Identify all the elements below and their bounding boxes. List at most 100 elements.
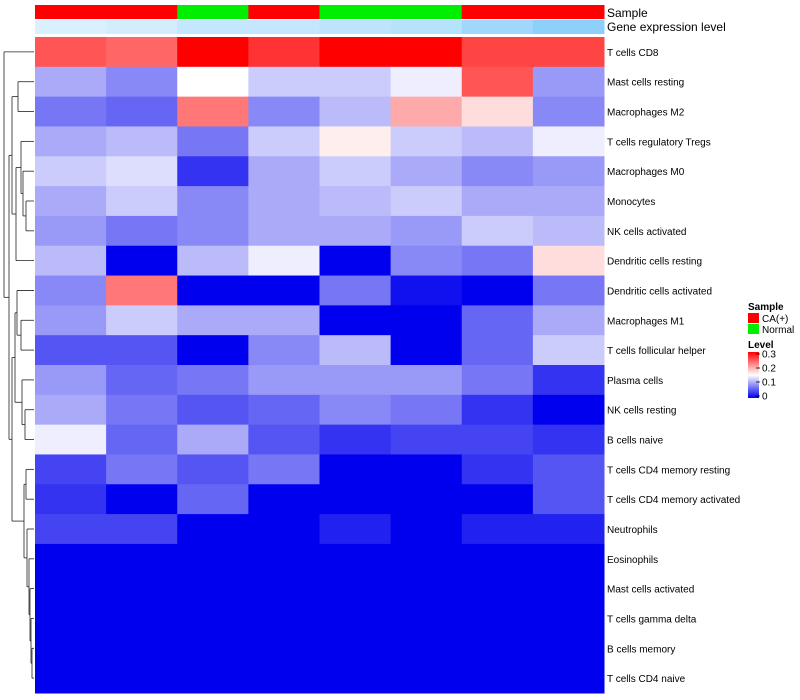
heatmap-cell	[532, 305, 605, 336]
heatmap-cell	[390, 603, 463, 634]
heatmap-cell	[532, 484, 605, 515]
gene-expression-track-label: Gene expression level	[607, 20, 726, 34]
row-label: T cells CD4 memory activated	[607, 495, 740, 506]
heatmap-cell	[319, 37, 392, 68]
heatmap-cell	[390, 484, 463, 515]
heatmap-cell	[461, 365, 534, 396]
heatmap-cell	[461, 126, 534, 157]
heatmap-cell	[390, 305, 463, 336]
heatmap-cell	[177, 37, 249, 68]
heatmap-cell	[106, 37, 178, 68]
row-label: Macrophages M2	[607, 108, 685, 119]
heatmap-cell	[319, 156, 392, 187]
heatmap-cell	[390, 365, 463, 396]
heatmap-cell	[177, 603, 249, 634]
heatmap-cell	[177, 215, 249, 247]
heatmap-cell	[390, 37, 463, 68]
legend-level-tick-label: 0.2	[762, 364, 776, 375]
heatmap-cell	[106, 275, 178, 306]
heatmap-cell	[177, 633, 249, 664]
heatmap-cell	[177, 305, 249, 336]
heatmap-cell	[390, 245, 463, 277]
heatmap-cell	[177, 394, 249, 426]
heatmap-cell	[461, 186, 534, 217]
heatmap-cell	[319, 454, 392, 485]
heatmap-cell	[248, 365, 320, 396]
heatmap-cell	[35, 365, 107, 396]
row-label: Macrophages M1	[607, 316, 685, 327]
heatmap-cell	[35, 394, 107, 426]
heatmap-cell	[319, 66, 392, 98]
heatmap-cell	[248, 543, 320, 575]
heatmap-cell	[461, 156, 534, 187]
heatmap-cell	[106, 543, 178, 575]
heatmap-cell	[390, 573, 463, 605]
heatmap-cell	[319, 633, 392, 664]
row-label: T cells regulatory Tregs	[607, 137, 711, 148]
heatmap-cell	[177, 543, 249, 575]
heatmap-cell	[248, 573, 320, 605]
heatmap-cell	[248, 514, 320, 545]
heatmap-cell	[461, 484, 534, 515]
heatmap-cell	[532, 543, 605, 575]
heatmap-cell	[248, 215, 320, 247]
heatmap-cell	[177, 245, 249, 277]
heatmap-cell	[461, 633, 534, 664]
sample-annotation-cell	[248, 5, 320, 19]
row-label: T cells CD4 memory resting	[607, 465, 730, 476]
heatmap-cell	[35, 514, 107, 545]
heatmap-cell	[35, 245, 107, 277]
heatmap-cell	[390, 126, 463, 157]
heatmap-cell	[532, 126, 605, 157]
heatmap-cell	[106, 305, 178, 336]
heatmap-cell	[35, 454, 107, 485]
heatmap-cell	[461, 305, 534, 336]
row-label: T cells CD8	[607, 48, 659, 59]
legend-sample-title: Sample	[748, 302, 784, 313]
heatmap-cell	[177, 514, 249, 545]
heatmap-cell	[248, 305, 320, 336]
heatmap-cell	[390, 633, 463, 664]
heatmap-cell	[35, 66, 107, 98]
expression-annotation-cell	[461, 20, 534, 34]
row-label: Macrophages M0	[607, 167, 685, 178]
heatmap-cell	[532, 37, 605, 68]
heatmap-cell	[35, 335, 107, 366]
heatmap-cell	[35, 186, 107, 217]
heatmap-cell	[248, 335, 320, 366]
heatmap-cell	[35, 484, 107, 515]
heatmap-cell	[248, 96, 320, 127]
heatmap-cell	[35, 156, 107, 187]
heatmap-cells	[35, 37, 605, 694]
heatmap-cell	[248, 275, 320, 306]
heatmap-cell	[461, 394, 534, 426]
heatmap-cell	[35, 424, 107, 455]
heatmap-cell	[248, 394, 320, 426]
heatmap-cell	[248, 66, 320, 98]
heatmap-cell	[319, 96, 392, 127]
heatmap-cell	[532, 394, 605, 426]
heatmap-cell	[248, 156, 320, 187]
legend-level-tick-label: 0.1	[762, 378, 776, 389]
heatmap-cell	[319, 514, 392, 545]
sample-annotation-cell	[532, 5, 605, 19]
row-label: T cells CD4 naive	[607, 674, 686, 685]
sample-annotation-cell	[177, 5, 249, 19]
heatmap-cell	[106, 335, 178, 366]
row-labels: T cells CD8 Mast cells resting Macrophages…	[607, 48, 740, 685]
heatmap-cell	[532, 573, 605, 605]
heatmap-cell	[461, 37, 534, 68]
row-label: Eosinophils	[607, 555, 658, 566]
row-label: B cells naive	[607, 436, 664, 447]
sample-annotation-cell	[106, 5, 178, 19]
heatmap-cell	[248, 603, 320, 634]
heatmap-cell	[177, 126, 249, 157]
heatmap-cell	[106, 126, 178, 157]
heatmap-cell	[106, 484, 178, 515]
heatmap-cell	[319, 186, 392, 217]
heatmap-cell	[106, 186, 178, 217]
heatmap-cell	[461, 424, 534, 455]
heatmap-cell	[319, 424, 392, 455]
heatmap-cell	[461, 454, 534, 485]
expression-annotation-cell	[106, 20, 178, 34]
